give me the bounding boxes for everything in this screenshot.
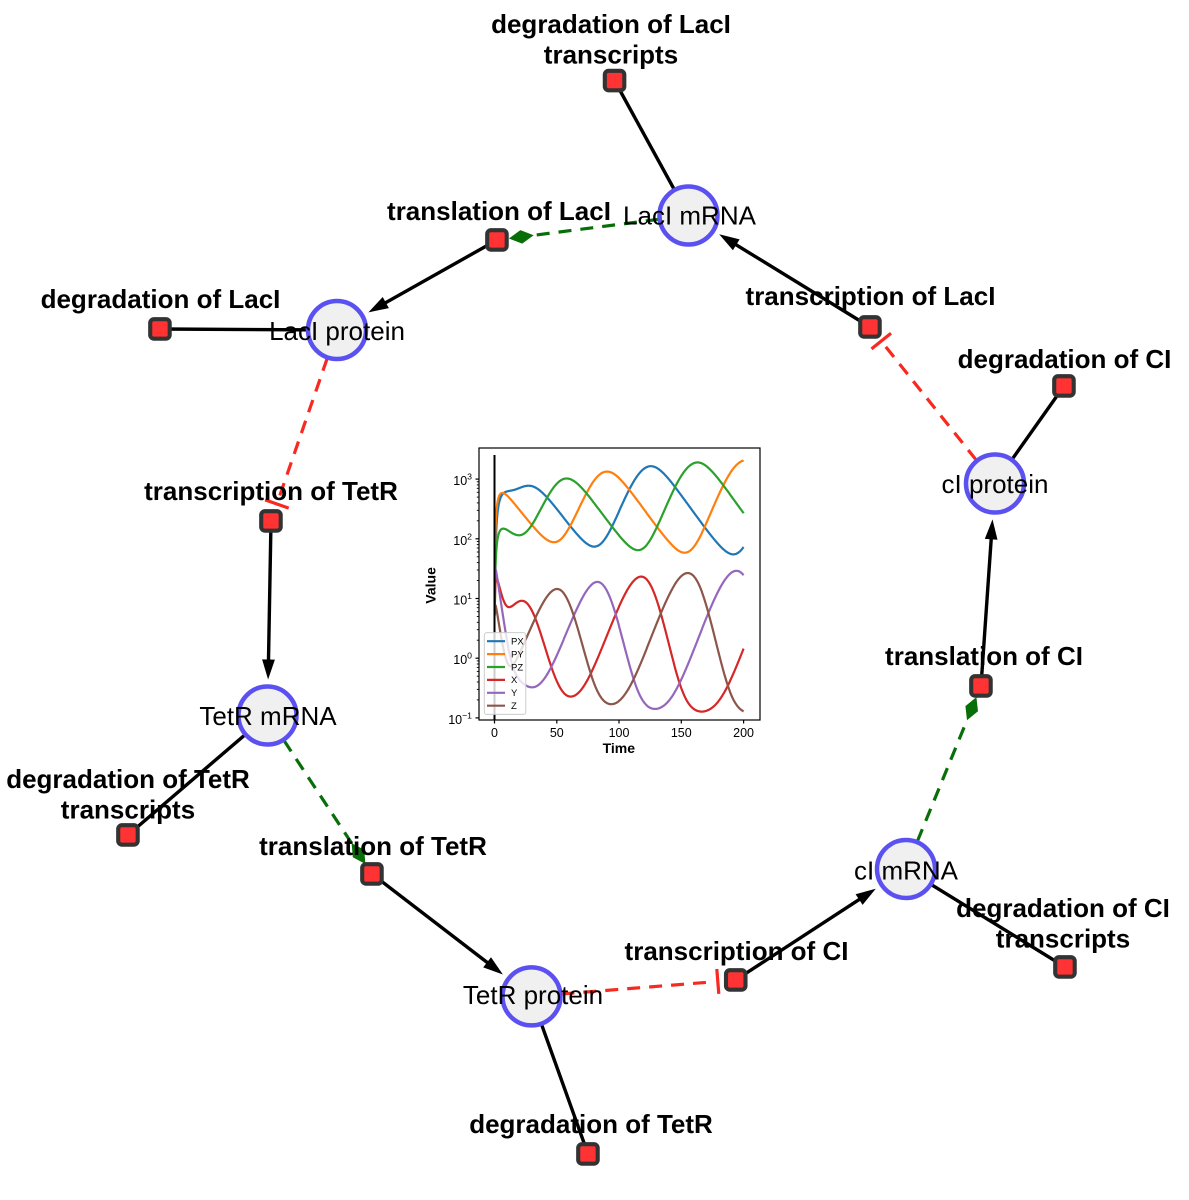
svg-text:translation of LacI: translation of LacI [387, 196, 611, 226]
svg-text:degradation of TetR: degradation of TetR [6, 764, 250, 794]
svg-text:102: 102 [453, 531, 472, 548]
svg-text:100: 100 [453, 651, 472, 668]
svg-text:0: 0 [491, 726, 498, 740]
svg-text:transcription of LacI: transcription of LacI [746, 281, 996, 311]
svg-text:Z: Z [511, 701, 517, 712]
svg-text:X: X [511, 675, 518, 686]
svg-text:TetR protein: TetR protein [463, 980, 603, 1010]
svg-text:50: 50 [550, 726, 564, 740]
svg-text:Time: Time [603, 740, 636, 756]
svg-text:transcription of CI: transcription of CI [625, 936, 849, 966]
svg-text:150: 150 [671, 726, 692, 740]
svg-text:101: 101 [453, 591, 472, 608]
svg-text:200: 200 [733, 726, 754, 740]
svg-text:100: 100 [609, 726, 630, 740]
svg-text:transcripts: transcripts [996, 924, 1130, 954]
svg-text:LacI mRNA: LacI mRNA [623, 201, 757, 231]
svg-text:translation of TetR: translation of TetR [259, 831, 487, 861]
svg-text:degradation of CI: degradation of CI [958, 344, 1172, 374]
svg-text:PY: PY [511, 649, 524, 660]
svg-text:degradation of LacI: degradation of LacI [491, 9, 731, 39]
svg-text:transcripts: transcripts [61, 795, 195, 825]
svg-text:cI mRNA: cI mRNA [854, 856, 959, 886]
svg-text:Y: Y [511, 688, 518, 699]
svg-text:Value: Value [423, 567, 439, 604]
svg-text:transcription of TetR: transcription of TetR [144, 476, 398, 506]
svg-text:degradation of CI: degradation of CI [956, 893, 1170, 923]
svg-text:degradation of LacI: degradation of LacI [41, 284, 281, 314]
svg-text:103: 103 [453, 472, 472, 489]
svg-text:PZ: PZ [511, 662, 523, 673]
svg-text:10−1: 10−1 [448, 710, 472, 727]
svg-text:transcripts: transcripts [544, 40, 678, 70]
svg-text:translation of CI: translation of CI [885, 641, 1083, 671]
svg-text:degradation of TetR: degradation of TetR [469, 1109, 713, 1139]
svg-text:cI protein: cI protein [942, 469, 1049, 499]
svg-text:PX: PX [511, 637, 524, 648]
svg-text:LacI protein: LacI protein [269, 316, 405, 346]
svg-text:TetR mRNA: TetR mRNA [199, 701, 337, 731]
